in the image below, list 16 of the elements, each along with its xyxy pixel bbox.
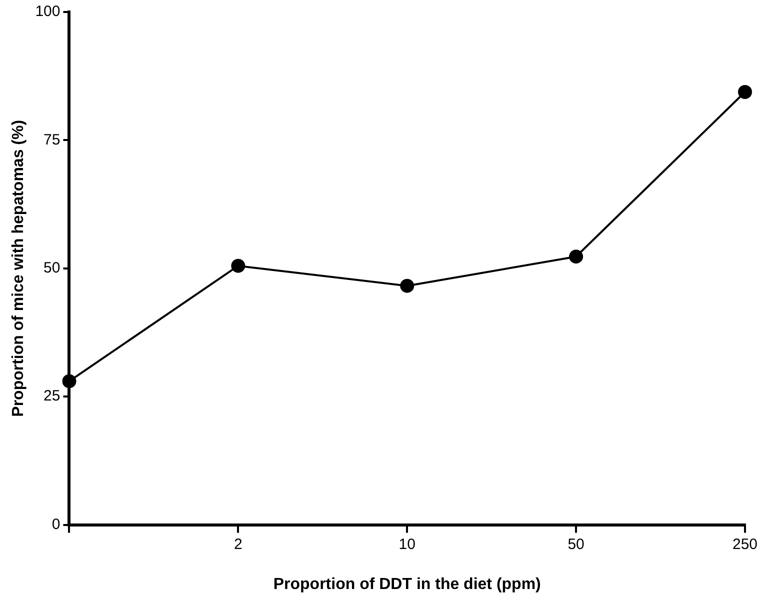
y-tick-label: 0 [52, 516, 60, 533]
x-tick-label: 250 [732, 536, 758, 553]
point [569, 250, 584, 264]
y-axis-title: Proportion of mice with hepatomas (%) [10, 120, 28, 417]
x-tick-label: 2 [234, 536, 242, 553]
x-axis-title: Proportion of DDT in the diet (ppm) [273, 576, 541, 593]
point [738, 84, 752, 99]
x-tick-label: 10 [398, 536, 416, 553]
point [231, 258, 246, 273]
x-tick-label: 50 [568, 536, 584, 553]
point [62, 374, 76, 388]
y-tick-label: 100 [35, 3, 60, 20]
point [400, 278, 414, 293]
y-tick-label: 50 [44, 260, 60, 277]
y-tick-label: 25 [44, 388, 60, 405]
y-tick-label: 75 [44, 131, 60, 148]
